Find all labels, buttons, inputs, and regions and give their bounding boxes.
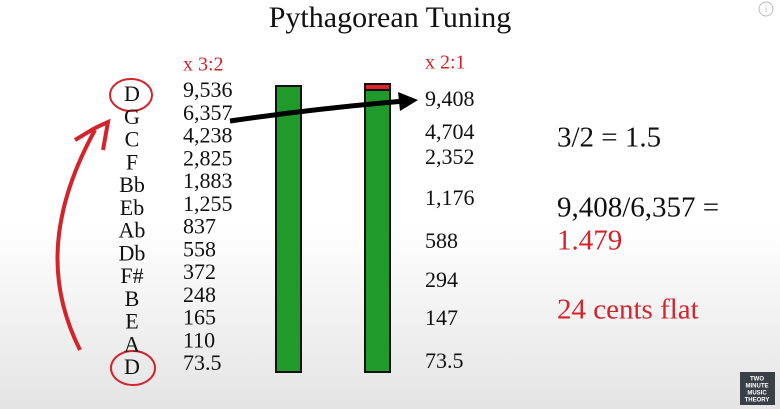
note: C (125, 127, 140, 152)
ratio-result: 1.479 (557, 225, 622, 257)
logo (740, 372, 775, 405)
octave-value: 4,704 (425, 119, 475, 144)
octave-value: 1,176 (425, 185, 475, 210)
note: E (125, 309, 138, 334)
note: F# (120, 263, 143, 288)
fifth-value: 73.5 (183, 350, 222, 375)
octave-value: 147 (425, 305, 458, 330)
bar-octaves-gap (364, 83, 391, 91)
info-icon[interactable] (758, 1, 774, 17)
bar-fifths (275, 85, 302, 373)
red-arrow (55, 129, 97, 351)
fifth-value: 248 (183, 282, 216, 307)
note: Ab (119, 218, 146, 243)
note: D (124, 81, 140, 106)
logo-text: TWO (750, 377, 764, 383)
note: A (124, 331, 140, 356)
bar-octaves (364, 89, 391, 373)
note: Db (119, 240, 146, 265)
circle-bottom (110, 350, 156, 386)
circle-top (109, 78, 153, 112)
octave-value: 294 (425, 267, 458, 292)
logo-text: THEORY (745, 398, 770, 404)
title: Pythagorean Tuning (269, 1, 512, 34)
fifth-value: 837 (183, 214, 216, 239)
note: F (126, 149, 138, 174)
fifth-value: 1,255 (183, 191, 233, 216)
fifth-value: 372 (183, 259, 216, 284)
fifth-value: 9,536 (183, 77, 233, 102)
note: B (125, 286, 140, 311)
logo-text: MUSIC (747, 391, 767, 397)
red-arrow-head (73, 118, 111, 151)
fifth-value: 4,238 (183, 123, 233, 148)
arrow-head (398, 92, 418, 111)
info-icon-glyph: i (765, 4, 768, 14)
fifth-value: 110 (183, 327, 215, 352)
octave-value: 73.5 (425, 348, 464, 373)
fifth-value: 2,825 (183, 145, 233, 170)
logo-text: MINUTE (746, 384, 769, 390)
octave-value: 9,408 (425, 86, 475, 111)
fifth-value: 558 (183, 236, 216, 261)
fifth-value: 165 (183, 305, 216, 330)
fifth-value: 6,357 (183, 100, 233, 125)
octave-value: 2,352 (425, 144, 475, 169)
ratio-calc: 9,408/6,357 = (557, 192, 719, 224)
note: Eb (120, 195, 144, 220)
cents: 24 cents flat (557, 294, 699, 326)
note: D (124, 354, 140, 379)
arrow (229, 98, 406, 124)
ratio-fifth: 3/2 = 1.5 (557, 122, 661, 154)
fifth-value: 1,883 (183, 168, 233, 193)
header-octaves: x 2:1 (425, 52, 466, 74)
note: Bb (119, 172, 145, 197)
header-fifths: x 3:2 (183, 54, 224, 76)
note: G (124, 104, 140, 129)
octave-value: 588 (425, 228, 458, 253)
